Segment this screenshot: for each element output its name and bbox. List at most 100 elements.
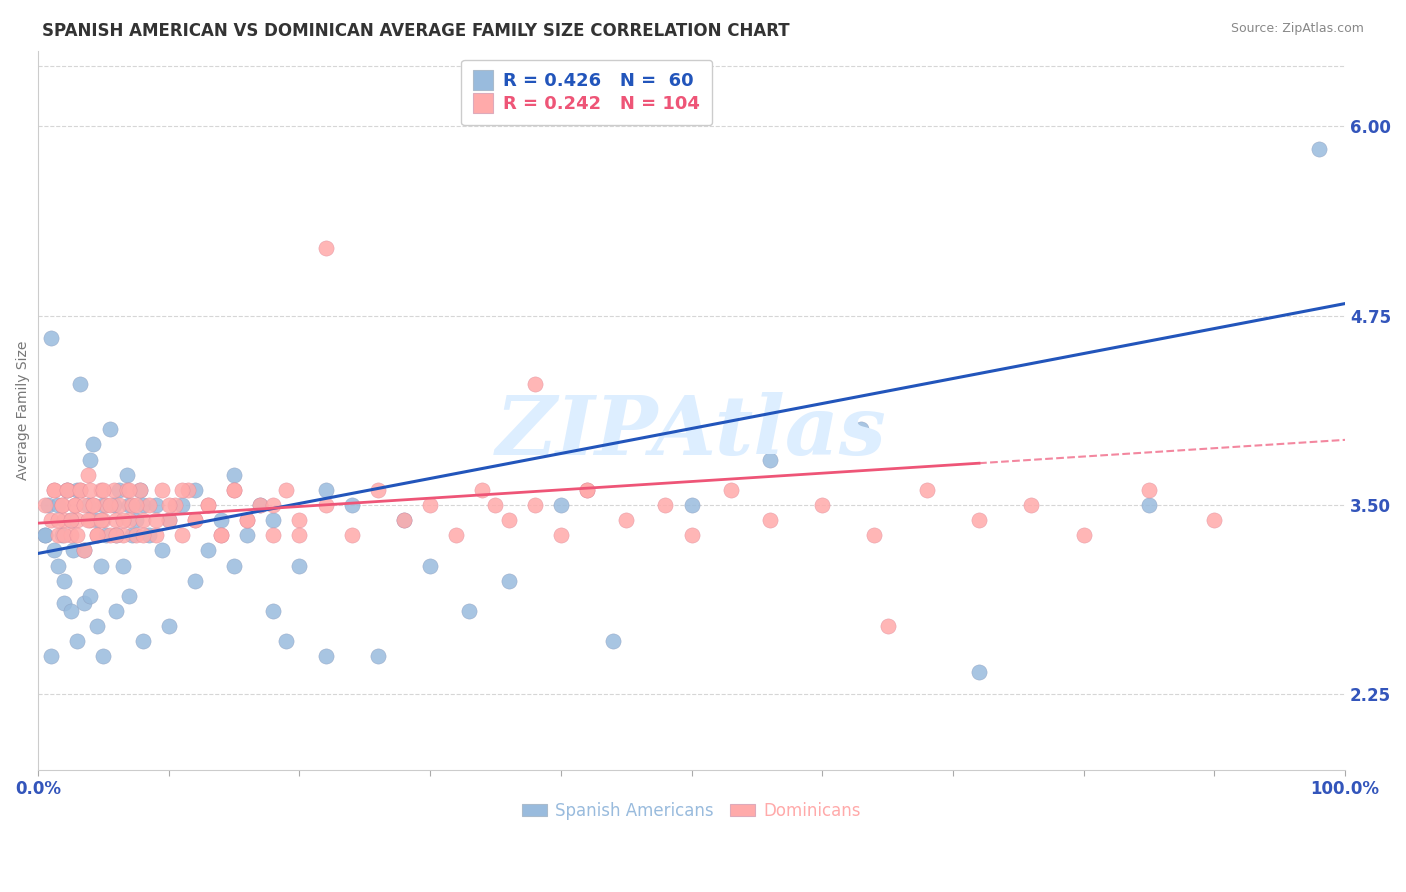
Point	[614, 513, 637, 527]
Point	[98, 422, 121, 436]
Point	[86, 528, 108, 542]
Point	[105, 604, 128, 618]
Point	[76, 467, 98, 482]
Point	[184, 483, 207, 497]
Point	[93, 483, 115, 497]
Point	[39, 331, 62, 345]
Point	[138, 528, 160, 542]
Point	[523, 376, 546, 391]
Point	[209, 528, 232, 542]
Point	[1021, 498, 1043, 512]
Point	[66, 634, 89, 648]
Point	[108, 498, 131, 512]
Point	[76, 513, 98, 527]
Point	[125, 513, 148, 527]
Text: Source: ZipAtlas.com: Source: ZipAtlas.com	[1230, 22, 1364, 36]
Point	[79, 452, 101, 467]
Point	[851, 422, 873, 436]
Point	[73, 596, 96, 610]
Point	[53, 596, 76, 610]
Point	[681, 528, 703, 542]
Point	[51, 498, 73, 512]
Point	[93, 513, 115, 527]
Point	[46, 513, 69, 527]
Point	[315, 498, 337, 512]
Point	[209, 528, 232, 542]
Point	[197, 543, 219, 558]
Point	[236, 528, 259, 542]
Point	[76, 498, 98, 512]
Point	[165, 498, 187, 512]
Point	[63, 498, 86, 512]
Point	[876, 619, 898, 633]
Point	[458, 604, 481, 618]
Point	[315, 241, 337, 255]
Point	[392, 513, 415, 527]
Point	[79, 483, 101, 497]
Point	[157, 513, 180, 527]
Point	[157, 513, 180, 527]
Point	[1137, 483, 1160, 497]
Point	[575, 483, 598, 497]
Point	[125, 528, 148, 542]
Point	[150, 483, 173, 497]
Point	[197, 498, 219, 512]
Point	[222, 483, 245, 497]
Point	[55, 483, 77, 497]
Point	[79, 513, 101, 527]
Point	[915, 483, 938, 497]
Point	[90, 513, 112, 527]
Point	[811, 498, 834, 512]
Point	[55, 483, 77, 497]
Y-axis label: Average Family Size: Average Family Size	[15, 341, 30, 480]
Point	[184, 513, 207, 527]
Point	[66, 483, 89, 497]
Point	[94, 528, 117, 542]
Point	[93, 649, 115, 664]
Point	[288, 558, 311, 573]
Point	[73, 543, 96, 558]
Point	[177, 483, 200, 497]
Point	[340, 498, 363, 512]
Point	[63, 498, 86, 512]
Point	[209, 513, 232, 527]
Point	[66, 513, 89, 527]
Point	[1204, 513, 1226, 527]
Point	[42, 483, 65, 497]
Text: ZIPAtlas: ZIPAtlas	[496, 392, 887, 472]
Point	[42, 543, 65, 558]
Point	[46, 498, 69, 512]
Point	[53, 574, 76, 588]
Point	[444, 528, 467, 542]
Point	[145, 498, 167, 512]
Point	[115, 483, 138, 497]
Point	[170, 483, 193, 497]
Point	[93, 498, 115, 512]
Point	[1073, 528, 1095, 542]
Point	[59, 528, 82, 542]
Point	[37, 498, 59, 512]
Point	[34, 528, 56, 542]
Point	[103, 483, 125, 497]
Point	[236, 513, 259, 527]
Text: SPANISH AMERICAN VS DOMINICAN AVERAGE FAMILY SIZE CORRELATION CHART: SPANISH AMERICAN VS DOMINICAN AVERAGE FA…	[42, 22, 790, 40]
Point	[131, 513, 153, 527]
Point	[471, 483, 494, 497]
Point	[55, 483, 77, 497]
Point	[62, 543, 84, 558]
Point	[131, 528, 153, 542]
Point	[39, 649, 62, 664]
Point	[138, 498, 160, 512]
Point	[90, 483, 112, 497]
Point	[170, 498, 193, 512]
Point	[315, 483, 337, 497]
Point	[69, 483, 91, 497]
Point	[111, 513, 134, 527]
Point	[602, 634, 624, 648]
Point	[82, 498, 104, 512]
Point	[681, 498, 703, 512]
Point	[550, 528, 572, 542]
Point	[69, 376, 91, 391]
Point	[59, 513, 82, 527]
Point	[498, 574, 520, 588]
